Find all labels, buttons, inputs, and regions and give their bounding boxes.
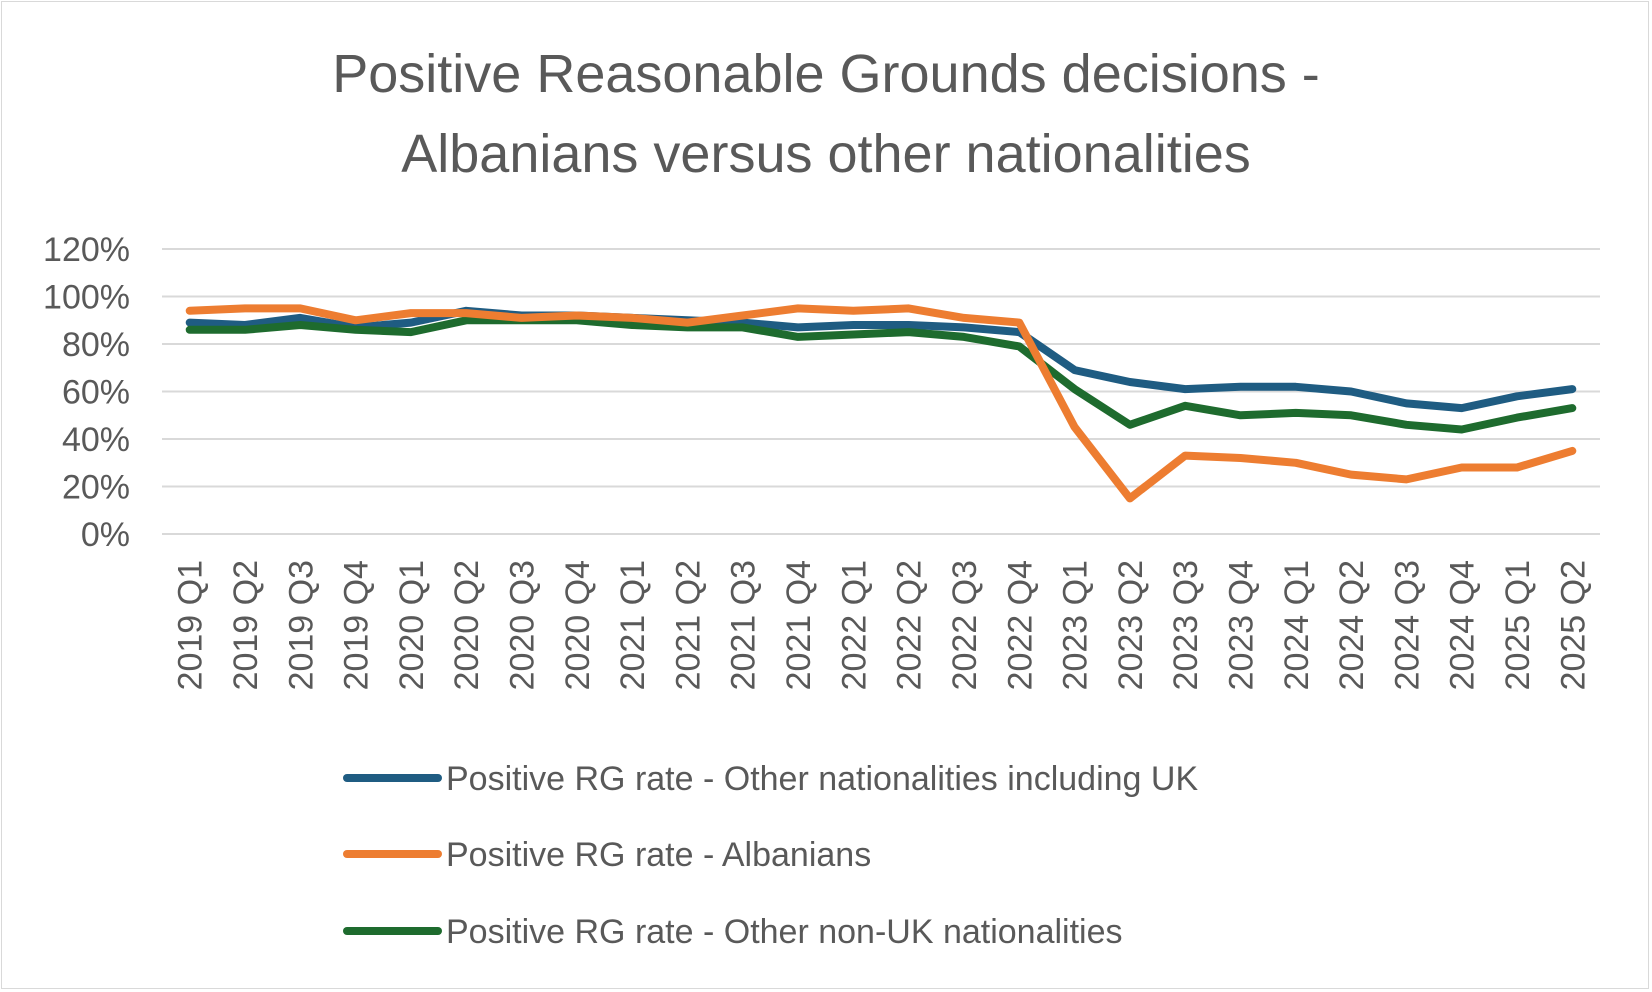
x-tick-label: 2024 Q1 — [1278, 560, 1316, 690]
x-tick-label: 2024 Q2 — [1333, 560, 1371, 690]
legend-label-3: Positive RG rate - Other non-UK national… — [446, 913, 1123, 951]
x-tick-label: 2025 Q1 — [1499, 560, 1537, 690]
x-tick-label: 2020 Q1 — [393, 560, 431, 690]
x-tick-label: 2024 Q4 — [1444, 560, 1482, 690]
x-axis-tick-labels: 2019 Q1 2019 Q2 2019 Q3 2019 Q4 2020 Q1 2020 … — [172, 560, 1593, 690]
chart-title-line-1: Positive Reasonable Grounds decisions - — [332, 44, 1320, 104]
gridlines — [162, 248, 1600, 535]
y-tick-label: 120% — [43, 231, 130, 269]
x-tick-label: 2019 Q3 — [282, 560, 320, 690]
x-tick-label: 2020 Q2 — [448, 560, 486, 690]
y-tick-label: 80% — [62, 326, 130, 364]
series-lines — [185, 304, 1577, 503]
chart-title-line-2: Albanians versus other nationalities — [401, 124, 1251, 184]
y-tick-label: 100% — [43, 279, 130, 317]
series-line-1 — [185, 306, 1577, 413]
legend: Positive RG rate - Other nationalities i… — [343, 760, 1198, 951]
x-tick-label: 2020 Q4 — [559, 560, 597, 690]
x-tick-label: 2021 Q4 — [780, 560, 818, 690]
x-tick-label: 2024 Q3 — [1388, 560, 1426, 690]
y-tick-label: 40% — [62, 421, 130, 459]
y-tick-label: 60% — [62, 374, 130, 412]
y-axis-tick-labels: 0% 20% 40% 60% 80% 100% 120% — [43, 231, 130, 554]
x-tick-label: 2021 Q3 — [725, 560, 763, 690]
x-tick-label: 2020 Q3 — [504, 560, 542, 690]
x-tick-label: 2022 Q1 — [835, 560, 873, 690]
x-tick-label: 2023 Q1 — [1057, 560, 1095, 690]
chart-title: Positive Reasonable Grounds decisions - … — [332, 44, 1320, 184]
x-tick-label: 2021 Q1 — [614, 560, 652, 690]
x-tick-label: 2023 Q4 — [1223, 560, 1261, 690]
series-line-2 — [185, 304, 1577, 503]
x-tick-label: 2022 Q4 — [1001, 560, 1039, 690]
x-tick-label: 2025 Q2 — [1554, 560, 1592, 690]
x-tick-label: 2019 Q2 — [227, 560, 265, 690]
legend-label-2: Positive RG rate - Albanians — [446, 836, 871, 874]
x-tick-label: 2023 Q3 — [1167, 560, 1205, 690]
x-tick-label: 2022 Q3 — [946, 560, 984, 690]
y-tick-label: 20% — [62, 469, 130, 507]
series-line-3 — [185, 316, 1577, 434]
x-tick-label: 2019 Q4 — [338, 560, 376, 690]
x-tick-label: 2022 Q2 — [891, 560, 929, 690]
y-tick-label: 0% — [81, 516, 130, 554]
legend-label-1: Positive RG rate - Other nationalities i… — [446, 760, 1198, 798]
x-tick-label: 2019 Q1 — [172, 560, 210, 690]
x-tick-label: 2023 Q2 — [1112, 560, 1150, 690]
x-tick-label: 2021 Q2 — [669, 560, 707, 690]
